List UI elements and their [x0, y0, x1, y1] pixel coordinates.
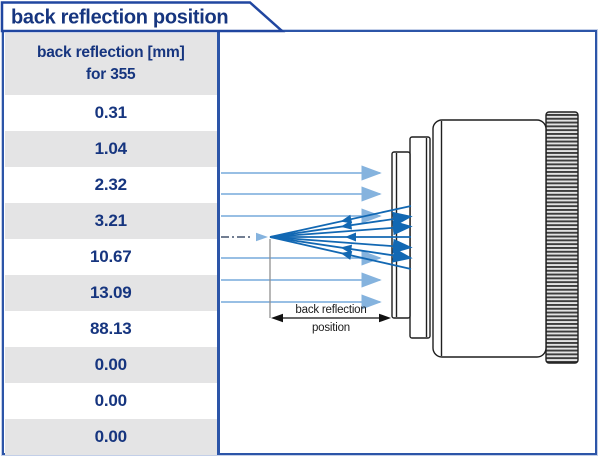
reflected-ray-fan — [269, 205, 413, 270]
table-body: 0.31 1.04 2.32 3.21 10.67 13.09 88.13 0.… — [4, 94, 217, 455]
table-header: back reflection [mm] for 355 — [4, 32, 217, 95]
table-row: 0.00 — [4, 418, 217, 455]
lens-assembly — [391, 111, 579, 364]
lens-knurled-ring — [545, 111, 579, 364]
table-cell-value: 3.21 — [94, 210, 127, 230]
table-row: 2.32 — [4, 166, 217, 203]
table-cell-value: 0.31 — [94, 102, 127, 122]
table-row: 13.09 — [4, 274, 217, 311]
dimension-label-line1: back reflection — [295, 304, 366, 316]
table-cell-value: 0.00 — [94, 390, 127, 410]
incident-rays — [221, 165, 382, 310]
table-row: 3.21 — [4, 202, 217, 239]
table-cell-value: 88.13 — [89, 318, 132, 338]
table-cell-value: 13.09 — [89, 282, 132, 302]
table-divider — [217, 31, 220, 453]
return-arrowheads — [340, 214, 356, 260]
optical-axis — [221, 232, 268, 242]
table-row: 1.04 — [4, 130, 217, 167]
reflection-table: back reflection [mm] for 355 0.31 1.04 2… — [4, 32, 217, 455]
table-cell-value: 0.00 — [94, 354, 127, 374]
table-header-line2: for 355 — [86, 65, 136, 83]
table-cell-value: 1.04 — [94, 138, 127, 158]
table-row: 0.00 — [4, 382, 217, 419]
table-row: 10.67 — [4, 238, 217, 275]
lens-front-ring — [391, 151, 411, 319]
table-cell-value: 0.00 — [94, 426, 127, 446]
table-cell-value: 2.32 — [94, 174, 127, 194]
table-row: 88.13 — [4, 310, 217, 347]
dimension-label-line2: position — [312, 322, 350, 334]
title-banner: back reflection position — [0, 1, 286, 33]
page-title: back reflection position — [11, 7, 228, 29]
table-row: 0.00 — [4, 346, 217, 383]
table-cell-value: 10.67 — [89, 246, 132, 266]
dimension-group: back reflection position — [269, 239, 391, 334]
table-header-line1: back reflection [mm] — [36, 43, 185, 61]
content-frame — [2, 30, 597, 455]
table-row: 0.31 — [4, 94, 217, 131]
lens-main-body — [432, 119, 547, 358]
